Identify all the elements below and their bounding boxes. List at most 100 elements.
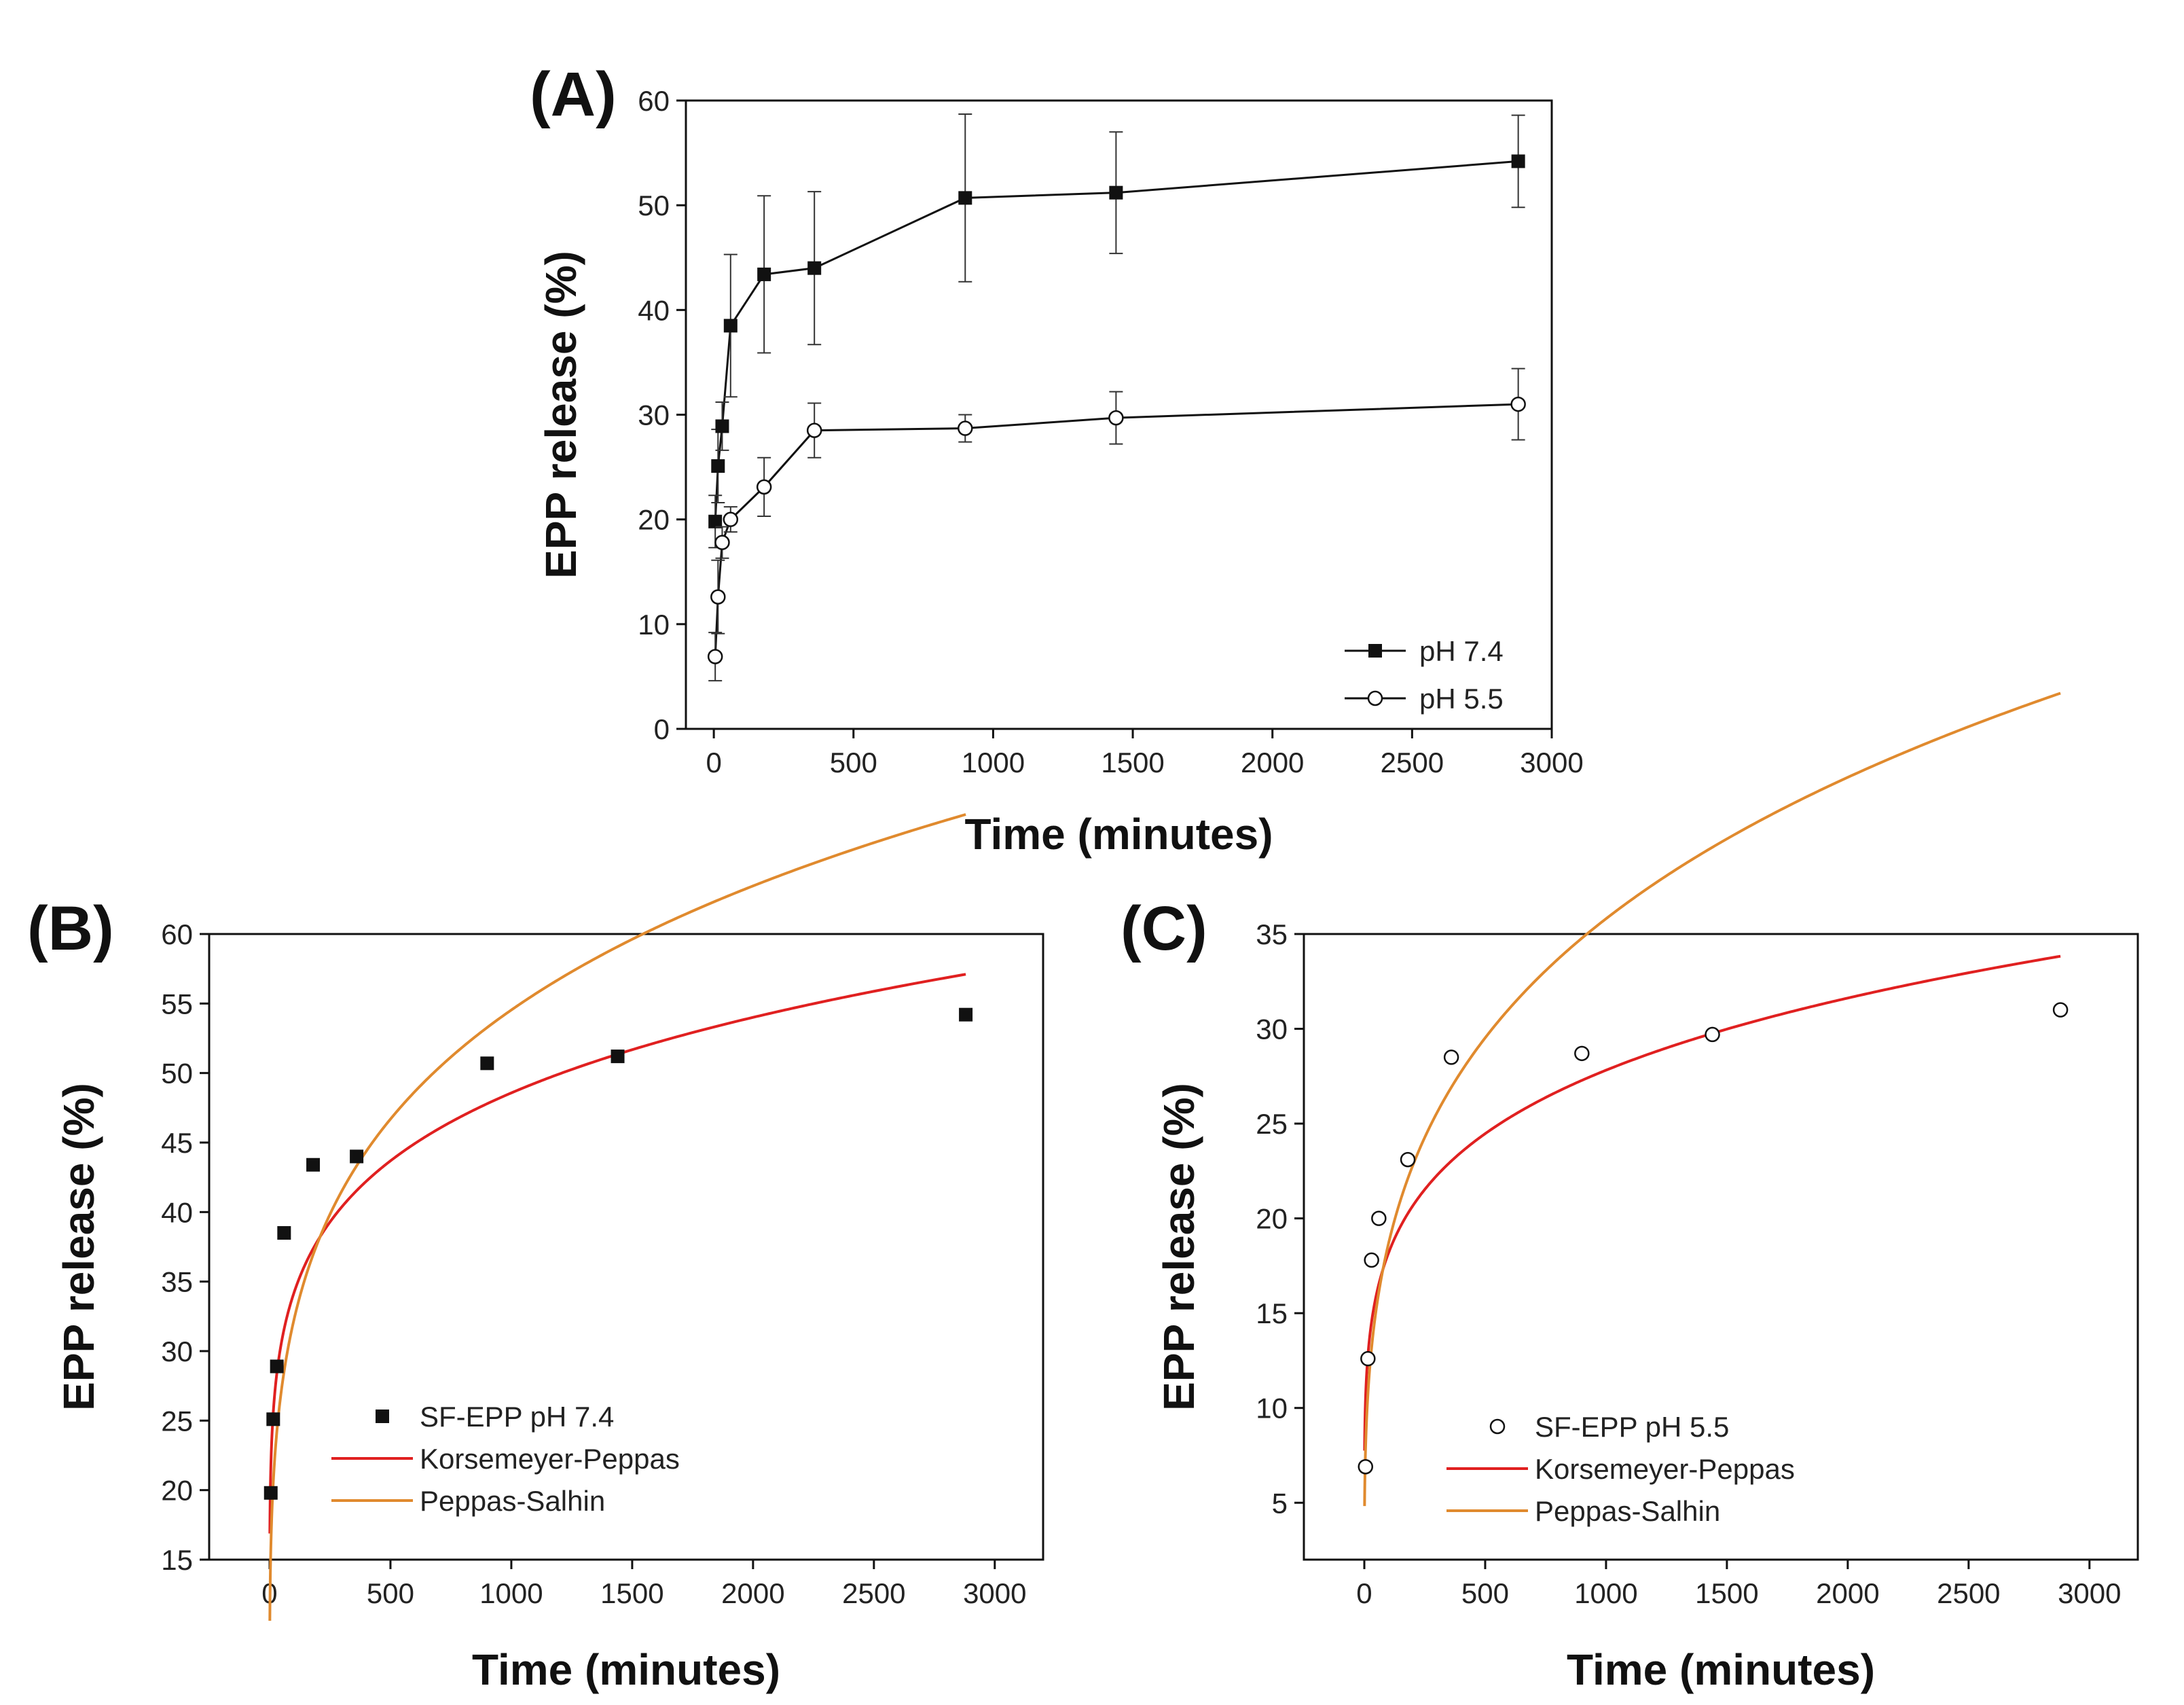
y-tick-label: 40 bbox=[638, 294, 670, 326]
data-point bbox=[611, 1049, 625, 1064]
data-point bbox=[1443, 1049, 1459, 1065]
x-tick-label: 2500 bbox=[842, 1577, 905, 1609]
data-point bbox=[723, 319, 738, 333]
data-point bbox=[723, 511, 739, 527]
y-tick-label: 25 bbox=[1256, 1108, 1288, 1140]
data-point bbox=[958, 420, 973, 436]
data-point bbox=[708, 514, 723, 528]
data-point bbox=[756, 479, 772, 495]
x-tick-label: 1500 bbox=[1695, 1577, 1758, 1609]
panel-c: 0 500 1000 1500 2000 2500 3000 5 10 15 20 25 30 35 Tim… bbox=[1121, 692, 2139, 1694]
plot-frame bbox=[208, 933, 1044, 1561]
data-point bbox=[1400, 1151, 1416, 1168]
data-point bbox=[263, 1486, 278, 1500]
legend-label: pH 5.5 bbox=[1419, 683, 1504, 715]
y-tick-label: 55 bbox=[161, 988, 193, 1020]
y-tick-label: 50 bbox=[161, 1058, 193, 1090]
y-tick-label: 30 bbox=[161, 1335, 193, 1367]
x-tick-label: 500 bbox=[1461, 1577, 1509, 1609]
y-axis-label: EPP release (%) bbox=[54, 1083, 103, 1411]
data-point bbox=[710, 589, 726, 605]
x-tick-label: 1000 bbox=[1574, 1577, 1637, 1609]
x-tick-label: 1500 bbox=[1101, 747, 1164, 778]
data-point bbox=[1511, 154, 1525, 168]
data-point bbox=[1108, 410, 1124, 426]
data-point bbox=[1364, 1252, 1379, 1268]
data-point bbox=[714, 535, 730, 550]
y-tick-label: 20 bbox=[161, 1475, 193, 1507]
y-tick-label: 20 bbox=[1256, 1203, 1288, 1235]
data-point bbox=[1358, 1458, 1374, 1475]
data-point bbox=[1574, 1045, 1590, 1062]
y-tick-label: 10 bbox=[1256, 1393, 1288, 1424]
data-point bbox=[757, 267, 771, 281]
data-point bbox=[1360, 1350, 1376, 1367]
data-point bbox=[1489, 1418, 1506, 1435]
x-tick-label: 500 bbox=[830, 747, 877, 778]
y-axis-label: EPP release (%) bbox=[536, 251, 585, 579]
panel-b: 0 500 1000 1500 2000 2500 30001520253035404550… bbox=[27, 813, 1044, 1694]
x-tick-label: 1500 bbox=[600, 1577, 663, 1609]
x-tick-label: 2000 bbox=[1816, 1577, 1879, 1609]
y-tick-label: 60 bbox=[638, 85, 670, 117]
x-tick-label: 2500 bbox=[1381, 747, 1444, 778]
data-point bbox=[715, 419, 729, 433]
legend-label: SF-EPP pH 5.5 bbox=[1535, 1411, 1729, 1443]
data-point bbox=[1510, 396, 1526, 412]
data-point bbox=[1367, 690, 1383, 706]
x-tick-label: 3000 bbox=[2058, 1577, 2121, 1609]
y-tick-label: 45 bbox=[161, 1127, 193, 1159]
data-point bbox=[806, 423, 822, 438]
data-point bbox=[376, 1410, 389, 1423]
data-point bbox=[1109, 185, 1123, 200]
data-point bbox=[1371, 1210, 1387, 1226]
data-point bbox=[277, 1226, 291, 1240]
data-point bbox=[707, 649, 723, 664]
legend-label: Peppas-Salhin bbox=[420, 1485, 605, 1517]
data-point bbox=[266, 1412, 280, 1426]
series-line bbox=[714, 403, 1518, 657]
data-point bbox=[807, 261, 822, 275]
y-tick-label: 15 bbox=[161, 1544, 193, 1576]
scatter-points bbox=[1358, 1002, 2069, 1475]
data-point bbox=[959, 1007, 973, 1022]
legend-label: Korsemeyer-Peppas bbox=[420, 1443, 680, 1475]
y-tick-label: 30 bbox=[638, 399, 670, 431]
y-axis-label: EPP release (%) bbox=[1154, 1083, 1203, 1411]
y-tick-label: 20 bbox=[638, 504, 670, 536]
panel-a: 0 500 1000 1500 2000 2500 3000 0 10 20 30 40 50 60 Tim… bbox=[530, 60, 1584, 859]
legend-label: SF-EPP pH 7.4 bbox=[420, 1401, 614, 1433]
y-tick-label: 15 bbox=[1256, 1297, 1288, 1329]
data-point bbox=[1705, 1026, 1720, 1043]
fit-curve-korsmeyer-peppas bbox=[1363, 954, 2061, 1451]
series-line bbox=[714, 160, 1518, 522]
data-point bbox=[270, 1359, 284, 1374]
data-point bbox=[1368, 644, 1382, 658]
x-tick-label: 3000 bbox=[963, 1577, 1026, 1609]
x-tick-label: 500 bbox=[367, 1577, 414, 1609]
x-tick-label: 1000 bbox=[962, 747, 1025, 778]
x-axis-label: Time (minutes) bbox=[965, 810, 1273, 859]
legend-label: Korsemeyer-Peppas bbox=[1535, 1453, 1795, 1485]
y-tick-label: 35 bbox=[1256, 918, 1288, 950]
y-tick-label: 25 bbox=[161, 1405, 193, 1437]
y-tick-label: 5 bbox=[1272, 1487, 1288, 1519]
series-ph55 bbox=[707, 367, 1526, 682]
data-point bbox=[306, 1157, 321, 1172]
x-axis-label: Time (minutes) bbox=[472, 1645, 780, 1694]
data-point bbox=[711, 459, 725, 473]
plot-frame bbox=[1303, 933, 2139, 1561]
x-tick-label: 1000 bbox=[479, 1577, 543, 1609]
y-tick-label: 35 bbox=[161, 1266, 193, 1298]
data-point bbox=[2052, 1002, 2069, 1018]
x-tick-label: 0 bbox=[706, 747, 721, 778]
x-tick-label: 2000 bbox=[1241, 747, 1304, 778]
fit-curve-peppas-salhin bbox=[1363, 692, 2061, 1507]
panel-label: (B) bbox=[27, 894, 114, 963]
y-tick-label: 10 bbox=[638, 609, 670, 641]
fit-curve-korsmeyer-peppas bbox=[268, 973, 966, 1534]
series-ph74 bbox=[708, 113, 1525, 549]
panel-label: (C) bbox=[1121, 894, 1207, 963]
y-tick-label: 0 bbox=[654, 713, 670, 745]
